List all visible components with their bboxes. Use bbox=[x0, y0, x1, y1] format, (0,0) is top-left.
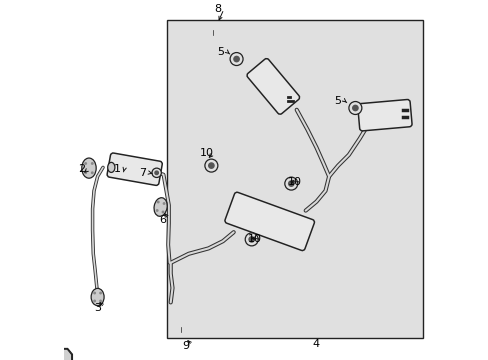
FancyBboxPatch shape bbox=[107, 153, 162, 185]
Text: 5: 5 bbox=[334, 96, 341, 106]
Circle shape bbox=[248, 236, 255, 243]
FancyBboxPatch shape bbox=[246, 58, 299, 114]
Circle shape bbox=[99, 300, 102, 302]
Circle shape bbox=[84, 171, 87, 174]
Bar bbox=[167, 20, 422, 338]
Text: 5: 5 bbox=[217, 47, 224, 57]
Text: 9: 9 bbox=[182, 341, 189, 351]
Circle shape bbox=[244, 233, 258, 246]
Circle shape bbox=[163, 202, 165, 205]
Text: 8: 8 bbox=[214, 4, 221, 14]
Text: 6: 6 bbox=[159, 215, 165, 225]
Text: 2: 2 bbox=[78, 164, 85, 174]
Ellipse shape bbox=[91, 288, 104, 306]
Circle shape bbox=[157, 201, 159, 203]
Circle shape bbox=[351, 105, 358, 111]
Text: 4: 4 bbox=[312, 339, 320, 349]
FancyBboxPatch shape bbox=[357, 99, 411, 131]
Ellipse shape bbox=[81, 158, 96, 178]
Text: 7: 7 bbox=[139, 168, 146, 178]
Polygon shape bbox=[57, 349, 72, 360]
Circle shape bbox=[155, 209, 158, 212]
Circle shape bbox=[204, 159, 218, 172]
Circle shape bbox=[152, 168, 161, 177]
Circle shape bbox=[84, 162, 87, 165]
Circle shape bbox=[348, 102, 361, 114]
Circle shape bbox=[93, 292, 96, 294]
Polygon shape bbox=[57, 348, 72, 360]
Circle shape bbox=[233, 56, 240, 62]
FancyBboxPatch shape bbox=[224, 192, 314, 251]
Ellipse shape bbox=[107, 162, 115, 172]
Text: 3: 3 bbox=[94, 303, 101, 313]
Circle shape bbox=[93, 300, 96, 302]
Ellipse shape bbox=[154, 198, 167, 216]
Circle shape bbox=[91, 162, 94, 165]
Text: 1: 1 bbox=[114, 164, 121, 174]
Circle shape bbox=[284, 177, 297, 190]
Circle shape bbox=[161, 211, 164, 213]
Text: 10: 10 bbox=[287, 177, 301, 187]
Text: 10: 10 bbox=[199, 148, 213, 158]
Circle shape bbox=[154, 170, 159, 175]
Circle shape bbox=[99, 292, 102, 294]
Circle shape bbox=[230, 53, 243, 66]
Circle shape bbox=[91, 171, 94, 174]
Circle shape bbox=[287, 180, 294, 187]
Circle shape bbox=[207, 162, 214, 169]
Text: 10: 10 bbox=[248, 234, 262, 244]
